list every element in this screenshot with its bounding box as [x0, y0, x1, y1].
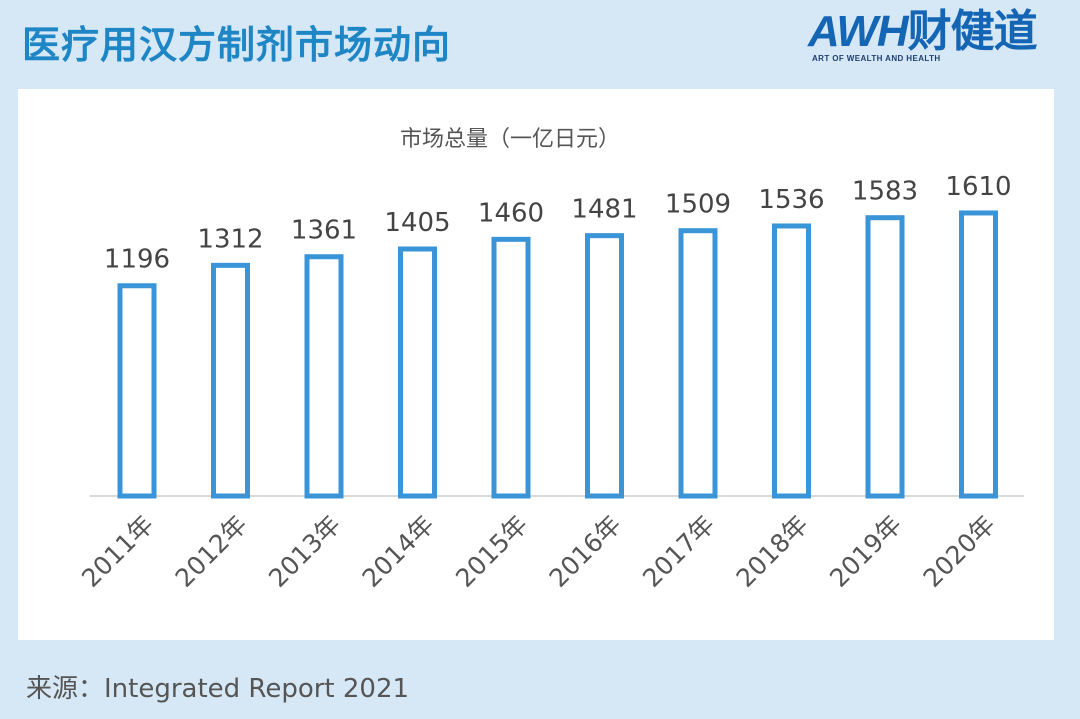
- x-tick-label-2018年: 2018年: [731, 510, 814, 593]
- bar-2016年: [585, 233, 624, 499]
- bar-2020年: [959, 210, 998, 499]
- data-label-2016年: 1481: [571, 195, 637, 225]
- x-tick-label-2011年: 2011年: [76, 510, 159, 593]
- bar-chart: 市场总量（一亿日元） 1196 1312 1361 1405 1460 1481 1509 1…: [76, 127, 1024, 593]
- bar-2017年: [678, 228, 718, 499]
- x-tick-label-2020年: 2020年: [918, 510, 1001, 593]
- x-tick-label-2019年: 2019年: [824, 510, 907, 593]
- bar-2011年: [117, 283, 157, 499]
- data-label-2020年: 1610: [945, 172, 1011, 202]
- x-tick-label-2015年: 2015年: [450, 510, 533, 593]
- page-title: 医疗用汉方制剂市场动向: [22, 23, 452, 67]
- bar-2014年: [398, 246, 437, 499]
- data-label-2013年: 1361: [291, 216, 357, 246]
- data-label-2014年: 1405: [384, 208, 450, 238]
- data-label-2017年: 1509: [665, 190, 731, 220]
- logo-tagline: ART OF WEALTH AND HEALTH: [812, 54, 941, 63]
- brand-logo: AWH财健道 ART OF WEALTH AND HEALTH: [808, 8, 1058, 72]
- logo-text-cn: 财健道: [907, 7, 1038, 56]
- x-tick-label-2012年: 2012年: [170, 510, 253, 593]
- x-tick-label-2016年: 2016年: [544, 510, 627, 593]
- bar-2015年: [491, 236, 531, 499]
- bar-2013年: [304, 254, 344, 499]
- bar-2018年: [772, 223, 811, 499]
- bar-2019年: [865, 215, 905, 499]
- source-note: 来源：Integrated Report 2021: [26, 674, 410, 704]
- bar-2012年: [211, 262, 250, 499]
- data-label-2015年: 1460: [478, 198, 544, 228]
- chart-title: 市场总量（一亿日元）: [400, 127, 620, 152]
- x-tick-label-2013年: 2013年: [263, 510, 346, 593]
- x-tick-label-2014年: 2014年: [357, 510, 440, 593]
- data-label-2011年: 1196: [104, 245, 170, 275]
- x-tick-label-2017年: 2017年: [637, 510, 720, 593]
- data-label-2018年: 1536: [758, 185, 824, 215]
- chart-panel: 市场总量（一亿日元） 1196 1312 1361 1405 1460 1481 1509 1…: [18, 89, 1054, 640]
- logo-text: AWH: [808, 7, 909, 56]
- data-label-2012年: 1312: [197, 224, 263, 254]
- data-label-2019年: 1583: [852, 177, 918, 207]
